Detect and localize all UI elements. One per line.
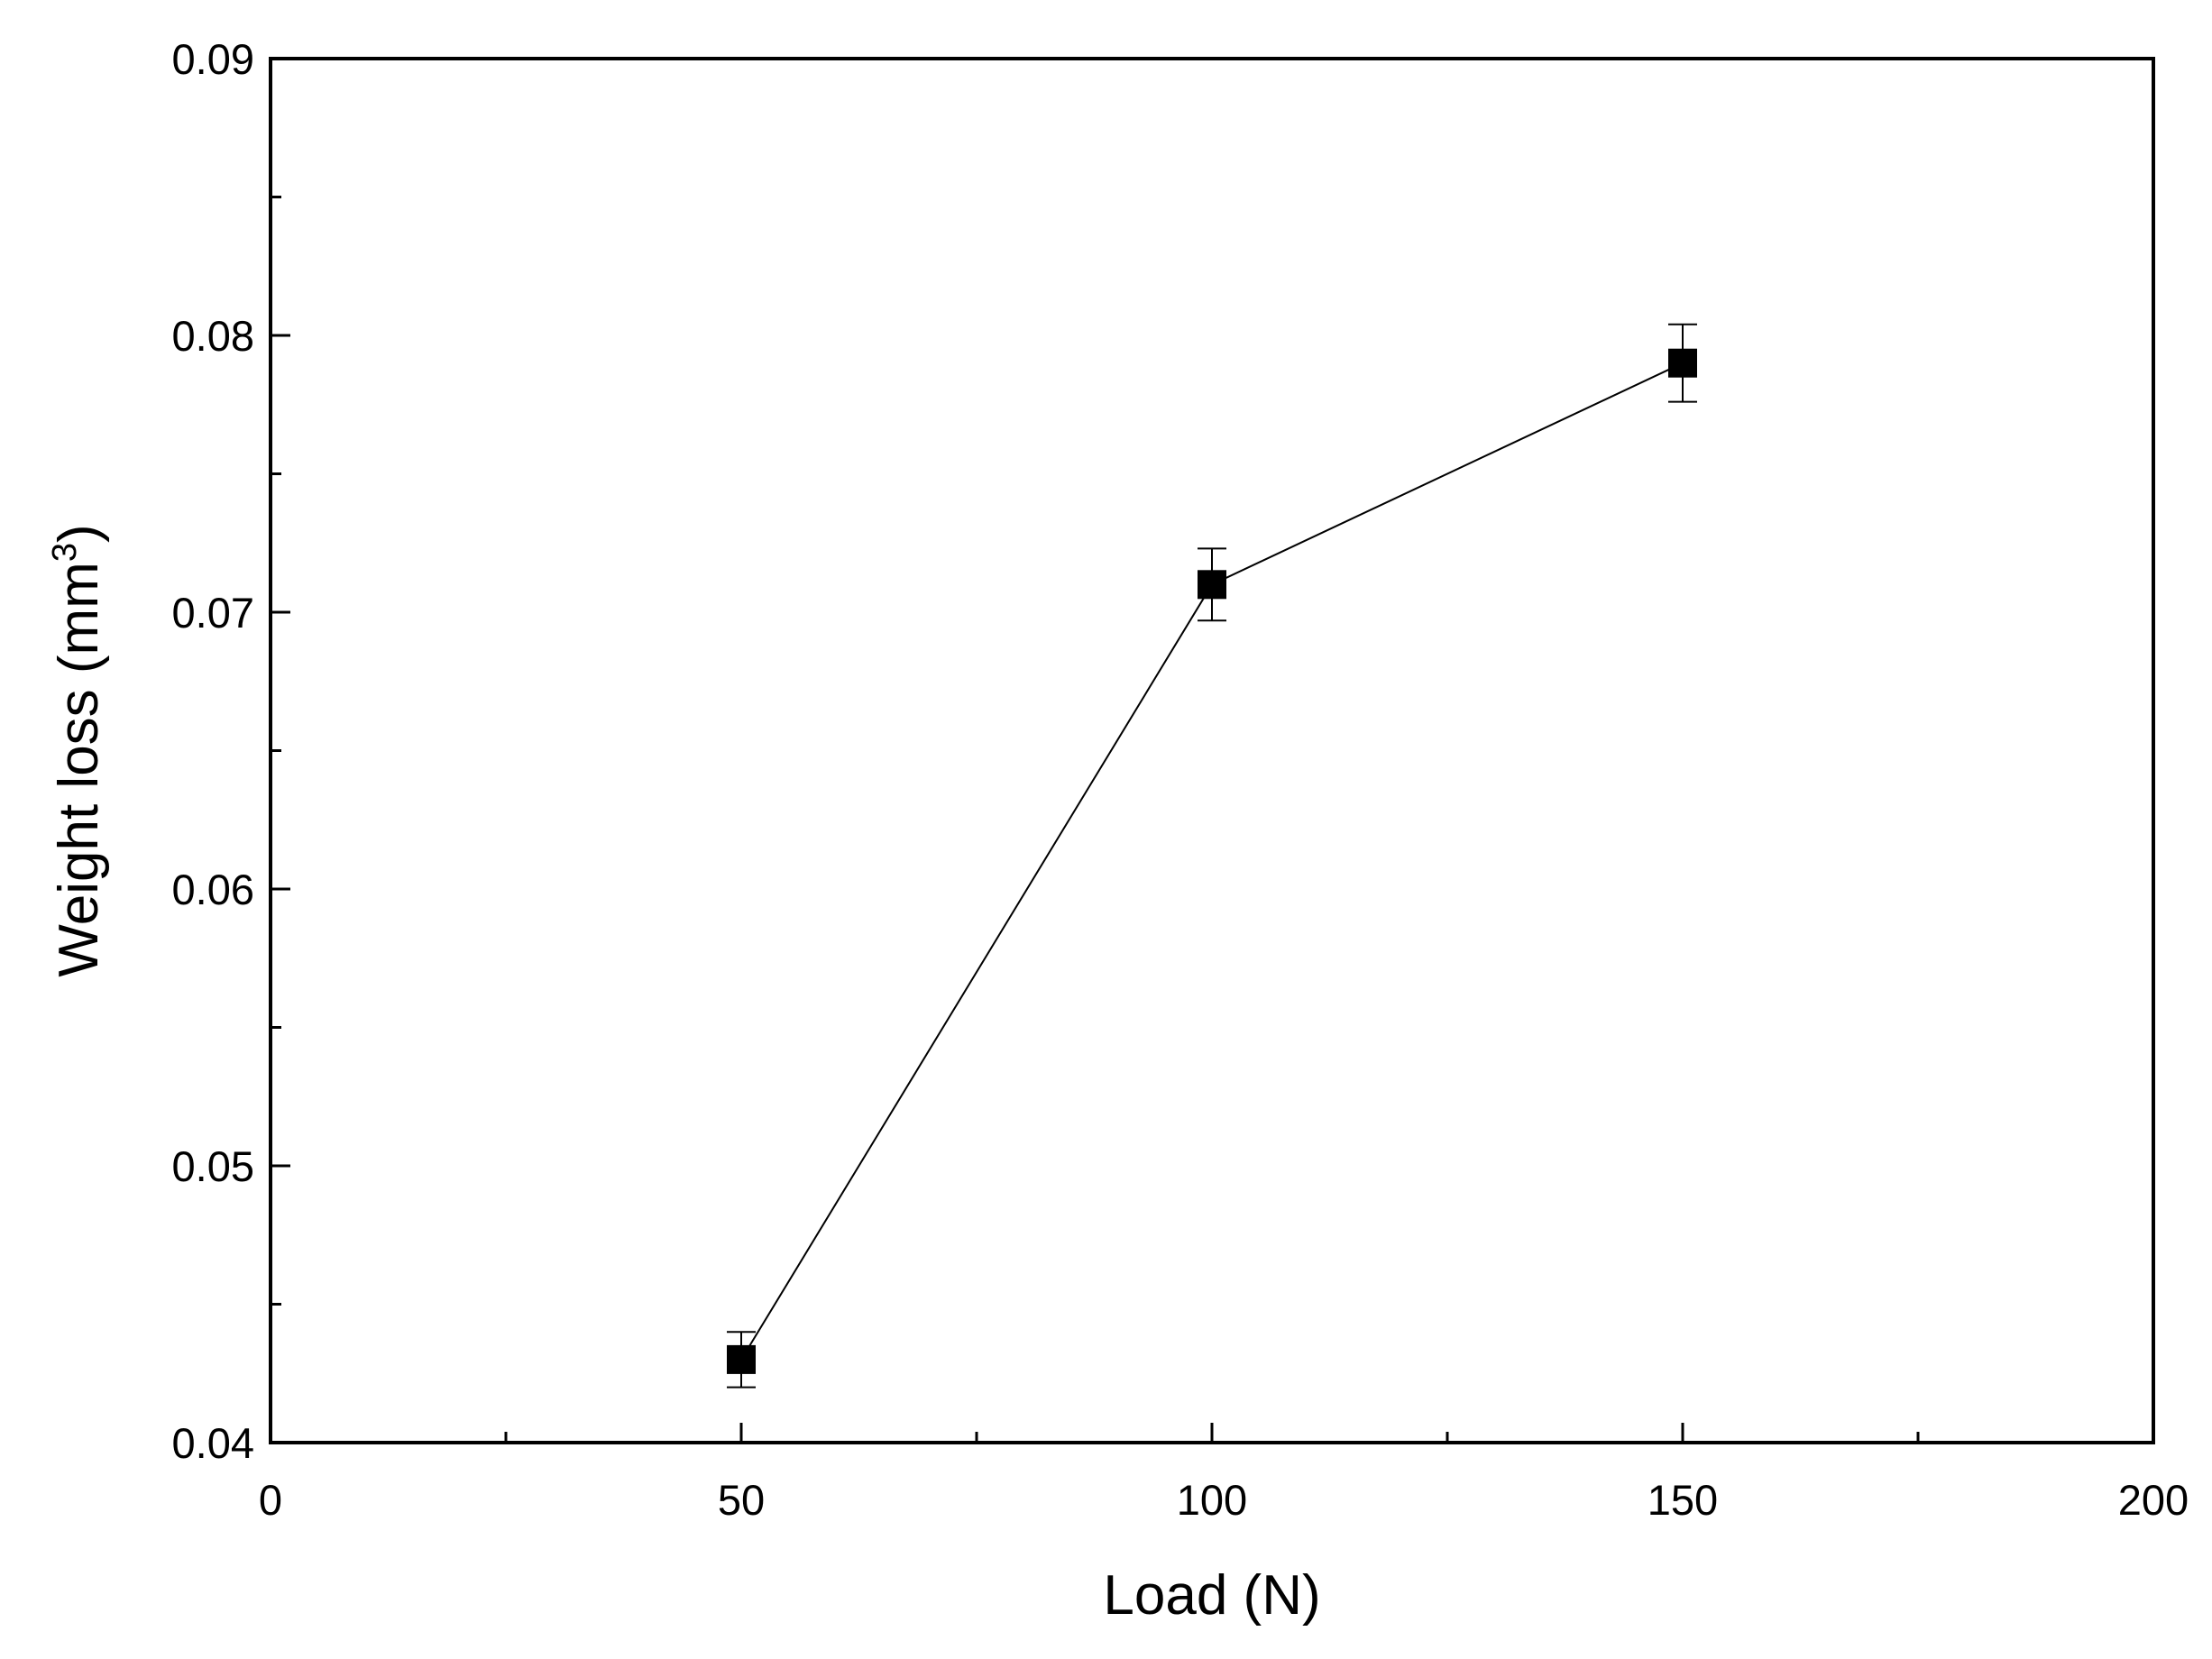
x-tick-label: 0 xyxy=(259,1476,282,1524)
y-tick-label: 0.04 xyxy=(172,1419,254,1467)
x-tick-label: 150 xyxy=(1648,1476,1718,1524)
y-axis-title-superscript: 3 xyxy=(46,543,84,562)
data-point-square xyxy=(1668,348,1697,378)
y-axis-title-suffix: ) xyxy=(48,524,110,543)
y-tick-label: 0.09 xyxy=(172,35,254,83)
plot-frame xyxy=(269,57,2155,1444)
y-axis-title-text: Weight loss (mm xyxy=(48,562,110,977)
y-axis-title: Weight loss (mm3) xyxy=(46,524,110,976)
x-tick-label: 100 xyxy=(1177,1476,1247,1524)
y-tick-label: 0.08 xyxy=(172,312,254,360)
x-axis-title: Load (N) xyxy=(1103,1564,1320,1627)
tick-labels-layer: 0 50 100 150 200 0.04 0.05 0.06 0.07 0.08 0.09 xyxy=(172,35,2189,1524)
y-tick-label: 0.06 xyxy=(172,866,254,913)
data-point-square xyxy=(1198,570,1226,600)
x-tick-label: 200 xyxy=(2118,1476,2189,1524)
x-tick-label: 50 xyxy=(718,1476,765,1524)
y-tick-label: 0.05 xyxy=(172,1142,254,1190)
series-layer xyxy=(727,323,1697,1389)
y-tick-label: 0.07 xyxy=(172,589,254,637)
data-point-square xyxy=(727,1344,756,1374)
